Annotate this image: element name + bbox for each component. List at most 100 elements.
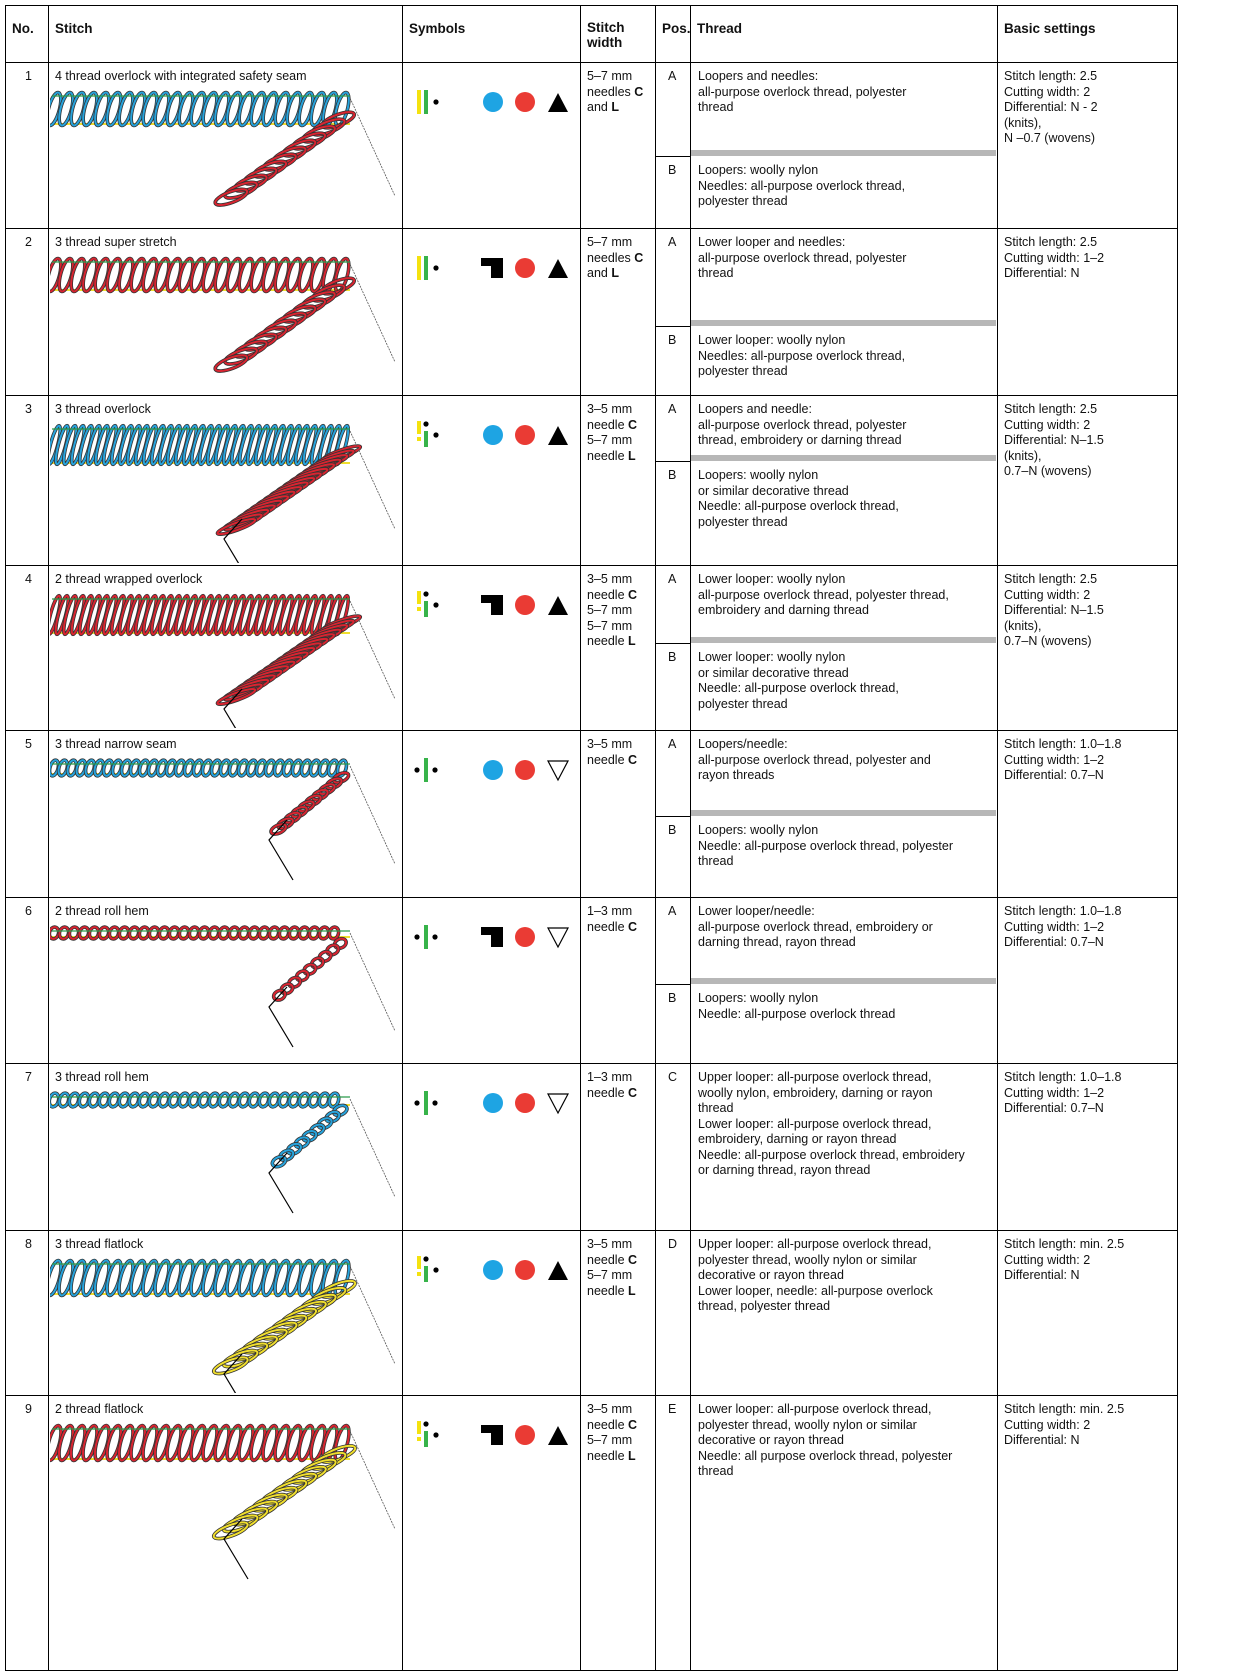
- thread-separator: [691, 150, 996, 156]
- width-text: 1–3 mm: [587, 904, 633, 918]
- needle-line: [349, 1098, 396, 1198]
- basic-settings: Stitch length: 1.0–1.8 Cutting width: 1–2…: [1004, 1070, 1121, 1117]
- setting-line: 0.7–N (wovens): [1004, 634, 1092, 648]
- needle-letter: C: [628, 919, 638, 934]
- thread-line: Lower looper/needle:: [698, 904, 815, 918]
- width-line: needle L: [587, 449, 637, 465]
- width-line: 3–5 mm: [587, 402, 637, 418]
- thread-line: or similar decorative thread: [698, 483, 849, 498]
- width-line: needles C: [587, 251, 643, 267]
- red-dot: [515, 760, 535, 780]
- row-number: 2: [25, 235, 32, 249]
- width-line: needle L: [587, 1284, 637, 1300]
- stitch-illustration: [50, 256, 396, 373]
- outline-triangle: [547, 760, 569, 782]
- stitch-illustration: [50, 1423, 396, 1580]
- position: A: [668, 572, 677, 586]
- black-dot: [433, 602, 439, 608]
- thread-text: Lower looper: woolly nylon or similar dec…: [698, 650, 899, 712]
- black-dot: [432, 934, 438, 940]
- thread-line: Loopers and needle:: [698, 402, 812, 416]
- stitch-loop: [269, 823, 287, 836]
- needle-line: [349, 1430, 396, 1530]
- stitch-name: 2 thread roll hem: [55, 904, 149, 918]
- stitch-width: 3–5 mm needle C: [587, 737, 637, 768]
- setting-line: Cutting width: 2: [1004, 84, 1091, 99]
- thread-line: Loopers and needles:: [698, 69, 819, 83]
- width-line: needle L: [587, 1449, 637, 1465]
- position: B: [668, 823, 677, 837]
- needle-letter: C: [628, 1417, 638, 1432]
- red-dot: [515, 425, 535, 445]
- blue-dot: [483, 92, 503, 112]
- setting-line: Cutting width: 1–2: [1004, 919, 1105, 934]
- black-dot: [433, 265, 439, 271]
- blue-dot: [483, 1260, 503, 1280]
- green-bar: [424, 925, 428, 949]
- needle-line: [349, 932, 396, 1032]
- width-text: 5–7 mm: [587, 433, 633, 447]
- width-text: 3–5 mm: [587, 572, 633, 586]
- position: A: [668, 737, 677, 751]
- red-dot: [515, 595, 535, 615]
- red-dot: [515, 1260, 535, 1280]
- setting-line: (knits),: [1004, 115, 1042, 130]
- table-border: [5, 5, 1178, 1671]
- yellow-dash: [417, 607, 421, 611]
- black-dot: [423, 591, 429, 597]
- thread-text: Lower looper: woolly nylon Needles: all-p…: [698, 333, 905, 380]
- stitch-loop: [212, 1356, 249, 1375]
- stitch-width: 3–5 mm needle C 5–7 mm 5–7 mm needle L: [587, 572, 637, 650]
- red-dot: [515, 927, 535, 947]
- header-cell: Basic settings: [1004, 21, 1096, 36]
- setting-line: Cutting width: 1–2: [1004, 1085, 1105, 1100]
- stitch-illustration: [50, 593, 396, 728]
- position: B: [668, 163, 677, 177]
- width-text: needle: [587, 752, 629, 767]
- width-text: needle: [587, 587, 629, 602]
- setting-line: Differential: N: [1004, 266, 1080, 280]
- width-text: needle: [587, 634, 629, 648]
- stitch-loop: [216, 518, 257, 536]
- filled-triangle: [548, 1426, 568, 1445]
- needle-line: [349, 263, 396, 363]
- width-line: 3–5 mm: [587, 572, 637, 588]
- black-dot: [423, 1256, 429, 1262]
- red-dot: [515, 1425, 535, 1445]
- thread-line: decorative or rayon thread: [698, 1433, 844, 1447]
- yellow-bar: [417, 256, 421, 280]
- thread-text: Upper looper: all-purpose overlock threa…: [698, 1070, 965, 1179]
- symbols: [414, 925, 569, 949]
- position: A: [668, 69, 677, 83]
- row-number: 7: [25, 1070, 32, 1084]
- thread-text: Loopers and needles: all-purpose overlock…: [698, 69, 906, 116]
- yellow-bar: [417, 421, 421, 434]
- black-block: [481, 1425, 503, 1445]
- width-text: and: [587, 266, 612, 280]
- thread-line: all-purpose overlock thread, polyester a…: [698, 752, 931, 767]
- green-bar: [424, 1431, 428, 1447]
- thread-separator: [691, 320, 996, 326]
- thread-line: Needles: all-purpose overlock thread,: [698, 348, 906, 363]
- thread-separator: [691, 637, 996, 643]
- thread-line: Needle: all-purpose overlock thread,: [698, 499, 899, 513]
- column-line: [48, 5, 49, 1671]
- needle-letter: C: [628, 417, 638, 432]
- pos-separator: [655, 816, 690, 817]
- stitch-width: 1–3 mm needle C: [587, 1070, 637, 1101]
- width-text: 3–5 mm: [587, 1237, 633, 1251]
- width-text: needles: [587, 250, 635, 265]
- width-text: 3–5 mm: [587, 1402, 633, 1416]
- stitch-width: 3–5 mm needle C 5–7 mm needle L: [587, 402, 637, 464]
- width-line: 5–7 mm: [587, 619, 637, 635]
- row-line: [5, 1063, 1178, 1064]
- width-line: needle C: [587, 920, 637, 936]
- width-line: needle C: [587, 588, 637, 604]
- needle-letter: L: [628, 634, 636, 648]
- green-bar: [424, 256, 428, 280]
- fabric-edge: [223, 1518, 249, 1580]
- fabric-edge: [268, 819, 294, 881]
- thread-line: polyester thread: [698, 364, 788, 378]
- width-line: needle C: [587, 1418, 637, 1434]
- width-text: 5–7 mm: [587, 603, 633, 617]
